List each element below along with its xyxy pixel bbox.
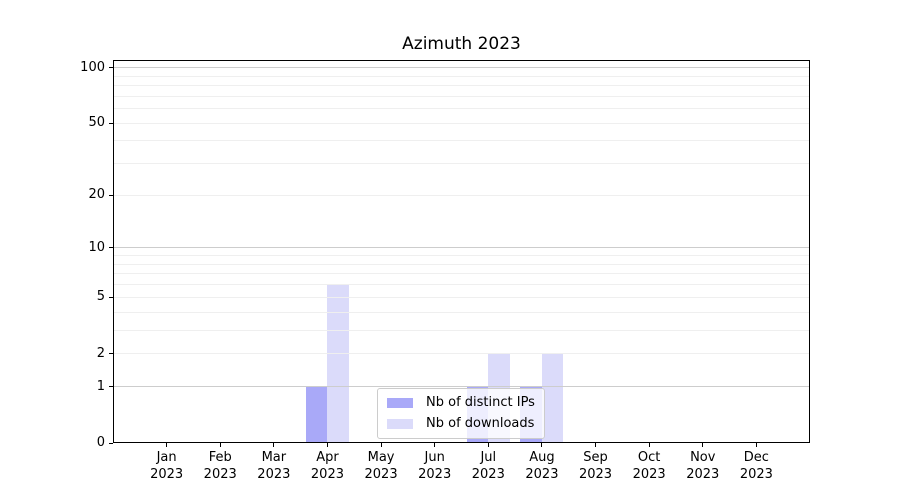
gridline-major bbox=[113, 247, 810, 249]
y-tick-label: 20 bbox=[88, 187, 105, 203]
x-tick bbox=[755, 443, 757, 447]
x-tick-label: May 2023 bbox=[364, 450, 398, 482]
gridline-minor bbox=[113, 163, 810, 165]
gridline-minor bbox=[113, 140, 810, 142]
y-tick-label: 5 bbox=[96, 289, 105, 305]
x-tick-label: Jun 2023 bbox=[418, 450, 452, 482]
gridline-minor bbox=[113, 75, 810, 77]
x-tick-label: Nov 2023 bbox=[686, 450, 720, 482]
gridline-minor bbox=[113, 296, 810, 298]
gridline-major bbox=[113, 67, 810, 69]
gridline-minor bbox=[113, 95, 810, 97]
x-tick bbox=[702, 443, 704, 447]
bar-apr-s0 bbox=[306, 386, 328, 443]
x-tick-label: Jan 2023 bbox=[150, 450, 184, 482]
gridline-minor bbox=[113, 108, 810, 110]
bar-apr-s1 bbox=[327, 284, 349, 443]
gridline-minor bbox=[113, 122, 810, 124]
x-tick-label: Sep 2023 bbox=[578, 450, 613, 482]
gridline-minor bbox=[113, 194, 810, 196]
x-tick bbox=[219, 443, 221, 447]
x-tick-label: Apr 2023 bbox=[310, 450, 344, 482]
y-tick-label: 10 bbox=[88, 239, 105, 255]
gridline-minor bbox=[113, 284, 810, 286]
gridline-major bbox=[113, 386, 810, 388]
x-tick bbox=[326, 443, 328, 447]
x-tick-label: Aug 2023 bbox=[525, 450, 559, 482]
y-tick-label: 100 bbox=[80, 59, 105, 75]
gridline-minor bbox=[113, 263, 810, 265]
bar-aug-s1 bbox=[541, 353, 564, 443]
x-tick bbox=[648, 443, 650, 447]
x-tick bbox=[434, 443, 436, 447]
y-tick bbox=[109, 296, 113, 298]
gridline-minor bbox=[113, 329, 810, 331]
x-tick-label: Feb 2023 bbox=[203, 450, 237, 482]
x-tick-label: Jul 2023 bbox=[471, 450, 505, 482]
y-tick bbox=[109, 386, 113, 388]
legend-swatch-downloads bbox=[387, 419, 413, 429]
x-tick bbox=[273, 443, 275, 447]
chart-title: Azimuth 2023 bbox=[402, 34, 521, 54]
y-tick bbox=[109, 442, 113, 444]
x-tick-label: Oct 2023 bbox=[632, 450, 666, 482]
x-tick bbox=[595, 443, 597, 447]
y-tick bbox=[109, 122, 113, 124]
gridline-minor bbox=[113, 273, 810, 275]
gridlines-layer bbox=[113, 60, 810, 443]
plot-area: Jan 2023 Feb 2023 Mar 2023 Apr 2023 May 2023 Jun 20… bbox=[80, 60, 810, 482]
legend: Nb of distinct IPs Nb of downloads bbox=[377, 388, 545, 439]
x-tick-label: Dec 2023 bbox=[739, 450, 773, 482]
gridline-minor bbox=[113, 311, 810, 313]
y-tick-label: 50 bbox=[88, 115, 105, 131]
x-tick bbox=[541, 443, 543, 447]
legend-label-distinct-ips: Nb of distinct IPs bbox=[426, 395, 535, 410]
x-tick bbox=[487, 443, 489, 447]
x-tick-label: Mar 2023 bbox=[257, 450, 291, 482]
y-tick-label: 1 bbox=[96, 378, 105, 394]
y-tick bbox=[109, 194, 113, 196]
legend-item-downloads: Nb of downloads bbox=[387, 416, 535, 432]
y-tick bbox=[109, 67, 113, 69]
legend-label-downloads: Nb of downloads bbox=[426, 416, 535, 431]
legend-item-distinct-ips: Nb of distinct IPs bbox=[387, 395, 535, 411]
y-tick bbox=[109, 353, 113, 355]
gridline-minor bbox=[113, 353, 810, 355]
x-tick bbox=[380, 443, 382, 447]
gridline-minor bbox=[113, 85, 810, 87]
y-tick-label: 0 bbox=[96, 435, 105, 450]
x-tick bbox=[166, 443, 168, 447]
legend-swatch-distinct-ips bbox=[387, 398, 413, 408]
y-tick-label: 2 bbox=[96, 345, 105, 361]
y-tick bbox=[109, 247, 113, 249]
gridline-minor bbox=[113, 255, 810, 257]
ticks-layer: Jan 2023 Feb 2023 Mar 2023 Apr 2023 May 2023 Jun 20… bbox=[80, 60, 810, 482]
